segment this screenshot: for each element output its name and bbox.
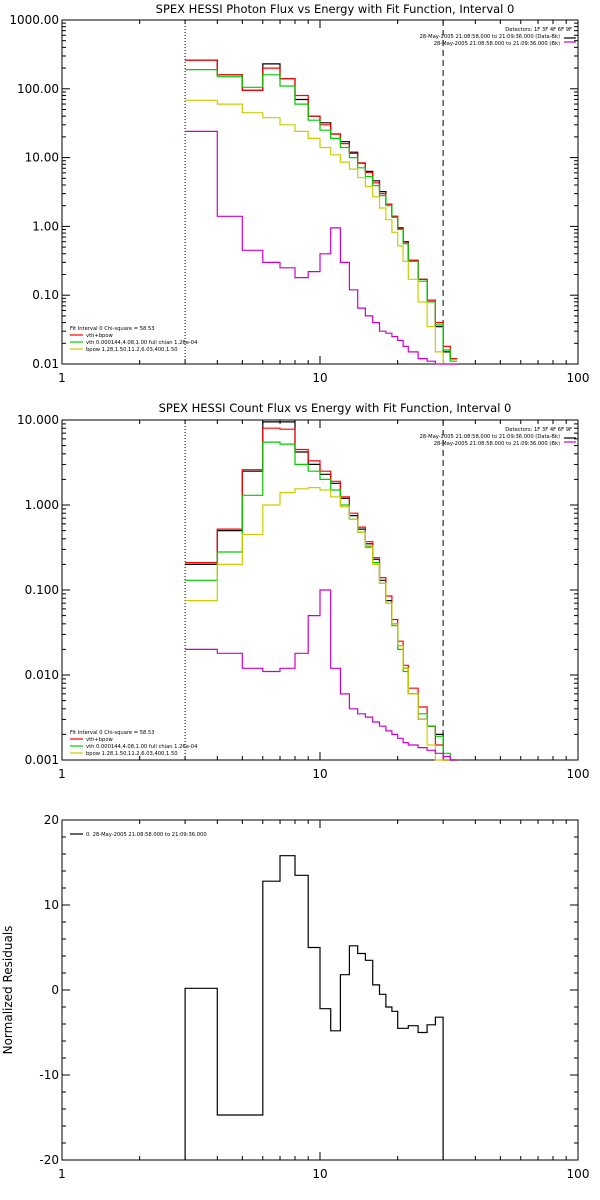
photon-flux-header-line-3: 28-May-2005 21:08:58.000 to 21:09:36.000… [434,41,560,47]
count-flux-x-tick-label: 10 [312,767,327,781]
residuals-x-tick-label: 1 [58,1167,66,1181]
count-flux-header-line-2: 28-May-2005 21:08:58.000 to 21:09:36.000… [420,434,560,440]
photon-flux-panel: SPEX HESSI Photon Flux vs Energy with Fi… [61,2,579,365]
residuals-y-axis-label: Normalized Residuals [1,926,15,1055]
count-flux-y-tick-label: 0.001 [25,753,59,767]
count-flux-legend-line-1: Fit Interval 0 Chi-square = 58.53 [70,730,155,736]
photon-flux-y-tick-label: 0.10 [32,288,59,302]
count-flux-legend-line-3: vth 0.000144,4.08,1.00 full chian 1.26e-… [86,744,198,750]
photon-flux-title: SPEX HESSI Photon Flux vs Energy with Fi… [156,2,515,16]
photon-flux-header: Detectors: 1F 3F 4F 6F 9F 28-May-2005 21… [420,27,572,47]
photon-flux-y-tick-label: 100.00 [17,82,59,96]
residuals-y-tick-label: 20 [44,813,59,827]
residuals-y-tick-label: 0 [51,983,59,997]
count-flux-legend: Fit Interval 0 Chi-square = 58.53 vth+bp… [70,730,198,757]
residuals-legend: 0. 28-May-2005 21:08:58.000 to 21:09:36.… [86,832,207,838]
photon-flux-x-tick-label: 100 [567,371,590,385]
count-flux-legend-line-2: vth+bpow [86,737,113,743]
count-flux-x-tick-label: 100 [567,767,590,781]
residuals-y-tick-label: -10 [39,1068,59,1082]
count-flux-y-tick-label: 0.010 [25,668,59,682]
photon-flux-y-tick-label: 1.00 [32,219,59,233]
photon-flux-legend: Fit Interval 0 Chi-square = 58.53 vth+bp… [70,326,198,353]
photon-flux-y-tick-label: 0.01 [32,357,59,371]
photon-flux-plot-frame [61,19,579,365]
photon-flux-y-tick-label: 1000.00 [9,13,59,27]
count-flux-vth-series [185,427,458,761]
residuals-y-tick-label: -20 [39,1153,59,1167]
photon-flux-legend-line-1: Fit Interval 0 Chi-square = 58.53 [70,326,155,332]
residuals-data-series [184,855,444,1160]
count-flux-vth_fit-series [185,441,458,761]
photon-flux-marks: 1 10 100 0.01 0.10 1.00 10.00 100.00 1000.00 [9,13,589,385]
photon-flux-header-line-1: Detectors: 1F 3F 4F 6F 9F [505,27,572,33]
count-flux-background-series [185,589,458,761]
photon-flux-bpow-series [185,99,458,365]
residuals-marks: 1 10 100 -20 -10 0 10 20 [39,813,589,1181]
residuals-y-tick-label: 10 [44,898,59,912]
photon-flux-vth-series [185,59,458,360]
count-flux-marks: 1 10 100 0.001 0.010 0.100 1.000 10.000 [17,413,589,781]
photon-flux-vth_fit-series [185,69,458,362]
count-flux-header-line-3: 28-May-2005 21:08:58.000 to 21:09:36.000… [434,441,560,447]
residuals-x-tick-label: 100 [567,1167,590,1181]
photon-flux-header-line-2: 28-May-2005 21:08:58.000 to 21:09:36.000… [420,34,560,40]
residuals-x-tick-label: 10 [312,1167,327,1181]
photon-flux-data-series [185,59,458,360]
residuals-panel: Normalized Residuals 0. 28-May-2005 21:0… [1,819,579,1161]
count-flux-panel: SPEX HESSI Count Flux vs Energy with Fit… [61,401,579,761]
count-flux-data-series [185,421,458,761]
count-flux-header-line-1: Detectors: 1F 3F 4F 6F 9F [505,427,572,433]
count-flux-title: SPEX HESSI Count Flux vs Energy with Fit… [159,401,512,415]
photon-flux-legend-line-2: vth+bpow [86,333,113,339]
photon-flux-x-tick-label: 10 [312,371,327,385]
count-flux-bpow-series [185,487,458,761]
count-flux-header: Detectors: 1F 3F 4F 6F 9F 28-May-2005 21… [420,427,572,447]
count-flux-y-tick-label: 0.100 [25,583,59,597]
photon-flux-legend-line-3: vth 0.000144,4.08,1.00 full chian 1.26e-… [86,340,198,346]
count-flux-legend-line-4: bpow 1.28,1.50,11.2,6.03,400,1.50 [86,751,178,757]
count-flux-y-tick-label: 1.000 [25,498,59,512]
count-flux-y-tick-label: 10.000 [17,413,59,427]
photon-flux-y-tick-label: 10.00 [25,151,59,165]
count-flux-x-tick-label: 1 [58,767,66,781]
residuals-legend-line-1: 0. 28-May-2005 21:08:58.000 to 21:09:36.… [86,832,207,838]
photon-flux-legend-line-4: bpow 1.28,1.50,11.2,6.03,400,1.50 [86,347,178,353]
photon-flux-background-series [185,130,458,365]
photon-flux-x-tick-label: 1 [58,371,66,385]
